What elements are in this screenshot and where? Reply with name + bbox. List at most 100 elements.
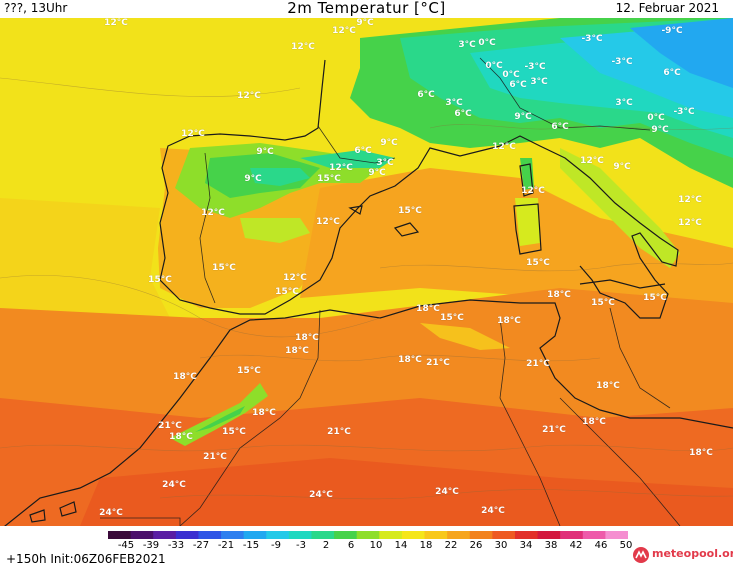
temperature-label: -3°C <box>611 57 633 67</box>
color-scale-tick-label: 50 <box>619 540 633 551</box>
color-scale-tick-label: 34 <box>519 540 533 551</box>
color-scale-segment <box>334 531 358 539</box>
color-scale-segment <box>130 531 154 539</box>
color-scale-tick-label: 30 <box>494 540 508 551</box>
temperature-label: 21°C <box>426 358 450 368</box>
color-scale-segment <box>605 531 628 539</box>
temperature-label: 15°C <box>317 174 341 184</box>
color-scale-segment <box>311 531 335 539</box>
temperature-label: 9°C <box>256 147 274 157</box>
color-scale-segment <box>198 531 222 539</box>
color-scale-segment <box>243 531 267 539</box>
footer-bar: -45 -39 -33 -27 -21 -15 -9 -3 2 6 10 14 18 22 26 30 34 38… <box>0 526 733 566</box>
temperature-label: 18°C <box>416 304 440 314</box>
temperature-label: 3°C <box>615 98 633 108</box>
temperature-label: 12°C <box>104 18 128 28</box>
color-scale-segment <box>401 531 426 539</box>
temperature-label: 18°C <box>285 346 309 356</box>
color-scale-tick-label: -27 <box>192 540 210 551</box>
logo-accent: pool <box>691 547 718 560</box>
color-scale-segment <box>492 531 516 539</box>
color-scale-tick-label: -15 <box>242 540 260 551</box>
temperature-label: 15°C <box>526 258 550 268</box>
temperature-label: 9°C <box>368 168 386 178</box>
temperature-label: 6°C <box>551 122 569 132</box>
temperature-label: 24°C <box>435 487 459 497</box>
temperature-label: 12°C <box>678 195 702 205</box>
color-scale-tick-label: -21 <box>217 540 235 551</box>
temperature-label: 15°C <box>148 275 172 285</box>
temperature-label: 3°C <box>445 98 463 108</box>
temperature-label: 18°C <box>497 316 521 326</box>
map-title: 2m Temperatur [°C] <box>287 0 446 17</box>
temperature-map[interactable]: 12°C 12°C 9°C 12°C 3°C 0°C -3°C -9°C 0°C -3°C -3°C… <box>0 18 733 526</box>
temperature-label: 15°C <box>643 293 667 303</box>
temperature-label: 18°C <box>173 372 197 382</box>
temperature-label: 15°C <box>440 313 464 323</box>
temperature-label: -3°C <box>673 107 695 117</box>
temperature-label: 24°C <box>99 508 123 518</box>
temperature-label: 21°C <box>158 421 182 431</box>
color-scale-tick-label: 46 <box>594 540 608 551</box>
color-scale-segment <box>514 531 539 539</box>
temperature-label: 18°C <box>252 408 276 418</box>
color-scale-bar <box>108 531 628 539</box>
temperature-label: 18°C <box>547 290 571 300</box>
temperature-label: 18°C <box>596 381 620 391</box>
temperature-label: 3°C <box>530 77 548 87</box>
temperature-label: 9°C <box>651 125 669 135</box>
temperature-label: 21°C <box>526 359 550 369</box>
forecast-date: 12. Februar 2021 <box>615 1 719 15</box>
color-scale-segment <box>175 531 199 539</box>
color-scale-segment <box>108 531 132 539</box>
color-scale-segment <box>379 531 403 539</box>
color-scale-segment <box>424 531 448 539</box>
temperature-label: 12°C <box>580 156 604 166</box>
temperature-label: 18°C <box>582 417 606 427</box>
temperature-label: -3°C <box>581 34 603 44</box>
temperature-label: 12°C <box>291 42 315 52</box>
color-scale-tick-label: 18 <box>419 540 433 551</box>
temperature-label: 21°C <box>542 425 566 435</box>
temperature-label: -3°C <box>524 62 546 72</box>
temperature-label: 6°C <box>509 80 527 90</box>
temperature-label: 9°C <box>514 112 532 122</box>
temperature-label: 9°C <box>380 138 398 148</box>
header-bar: ???, 13Uhr 2m Temperatur [°C] 12. Februa… <box>0 0 733 18</box>
logo-suffix: .org <box>717 547 733 560</box>
temperature-label: 12°C <box>283 273 307 283</box>
temperature-label: 15°C <box>237 366 261 376</box>
temperature-label: 9°C <box>244 174 262 184</box>
temperature-label: 6°C <box>417 90 435 100</box>
color-scale-tick-label: 10 <box>369 540 383 551</box>
temperature-label: 6°C <box>354 146 372 156</box>
color-scale-segment <box>153 531 177 539</box>
temperature-field <box>0 18 733 526</box>
color-scale-tick-label: 14 <box>394 540 408 551</box>
color-scale-tick-label: 26 <box>469 540 483 551</box>
temperature-label: 18°C <box>295 333 319 343</box>
temperature-label: 15°C <box>591 298 615 308</box>
temperature-label: 15°C <box>222 427 246 437</box>
color-scale-tick-label: 2 <box>322 540 330 551</box>
color-scale-tick-label: 22 <box>444 540 458 551</box>
meteopool-logo[interactable]: meteopool.org <box>632 546 733 564</box>
temperature-label: 0°C <box>647 113 665 123</box>
temperature-label: 6°C <box>454 109 472 119</box>
color-scale-segment <box>356 531 380 539</box>
temperature-label: 3°C <box>458 40 476 50</box>
color-scale-segment <box>469 531 493 539</box>
meteopool-logo-icon <box>633 547 649 563</box>
temperature-label: 12°C <box>332 26 356 36</box>
color-scale-tick-label: 6 <box>347 540 355 551</box>
temperature-label: 18°C <box>398 355 422 365</box>
temperature-label: 12°C <box>329 163 353 173</box>
temperature-label: 15°C <box>398 206 422 216</box>
temperature-label: 12°C <box>316 217 340 227</box>
temperature-label: 0°C <box>485 61 503 71</box>
logo-prefix: meteo <box>652 547 692 560</box>
color-scale-tick-label: -45 <box>117 540 135 551</box>
temperature-label: 12°C <box>181 129 205 139</box>
color-scale-segment <box>537 531 561 539</box>
meteopool-logo-text: meteopool.org <box>652 547 733 560</box>
